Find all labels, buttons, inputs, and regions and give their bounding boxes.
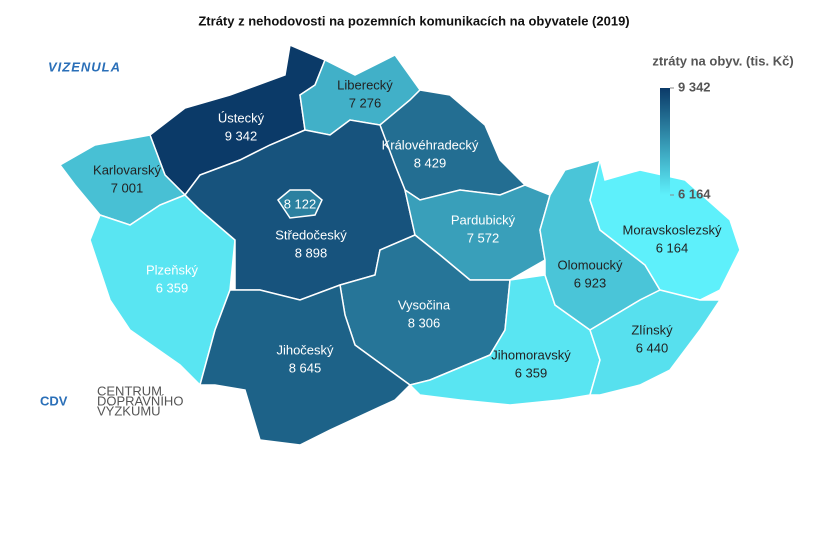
region-name: Moravskoslezský [623, 222, 722, 237]
cdv-text: CENTRUM [97, 383, 162, 398]
region-name: Liberecký [337, 77, 393, 92]
region-name: Středočeský [275, 227, 347, 242]
value-label: 8 122 [284, 196, 317, 211]
region-name: Královéhradecký [382, 137, 479, 152]
value-label: 8 898 [295, 245, 328, 260]
region-name: Karlovarský [93, 162, 161, 177]
region [199, 283, 412, 446]
regions [58, 43, 741, 446]
region [589, 159, 741, 301]
region-name: Zlínský [631, 322, 673, 337]
region-name: Jihomoravský [491, 347, 571, 362]
region-name: Ústecký [218, 110, 265, 125]
region-name: Plzeňský [146, 262, 199, 277]
value-label: 6 440 [636, 340, 669, 355]
cdv-text: DOPRAVNÍHO [97, 393, 183, 408]
vizenula-logo: VIZENULA [48, 59, 121, 74]
region-name: Vysočina [398, 297, 451, 312]
value-label: 6 164 [656, 240, 689, 255]
legend-title: ztráty na obyv. (tis. Kč) [652, 53, 793, 68]
legend-label: 9 342 [678, 79, 711, 94]
value-label: 9 342 [225, 128, 258, 143]
value-label: 7 001 [111, 180, 144, 195]
value-label: 8 645 [289, 360, 322, 375]
region-name: Olomoucký [557, 257, 623, 272]
region-name: Jihočeský [276, 342, 334, 357]
value-label: 7 572 [467, 230, 500, 245]
region [589, 289, 722, 396]
region-name: Pardubický [451, 212, 516, 227]
legend-bar [660, 88, 670, 195]
value-label: 8 306 [408, 315, 441, 330]
value-label: 6 923 [574, 275, 607, 290]
cdv-text: VÝZKUMU [97, 403, 161, 418]
value-label: 6 359 [156, 280, 189, 295]
value-label: 6 359 [515, 365, 548, 380]
legend-label: 6 164 [678, 186, 711, 201]
value-label: 8 429 [414, 155, 447, 170]
chart-title: Ztráty z nehodovosti na pozemních komuni… [198, 13, 629, 28]
cdv-logo: CDV [40, 393, 68, 408]
value-label: 7 276 [349, 95, 382, 110]
region [277, 189, 323, 219]
